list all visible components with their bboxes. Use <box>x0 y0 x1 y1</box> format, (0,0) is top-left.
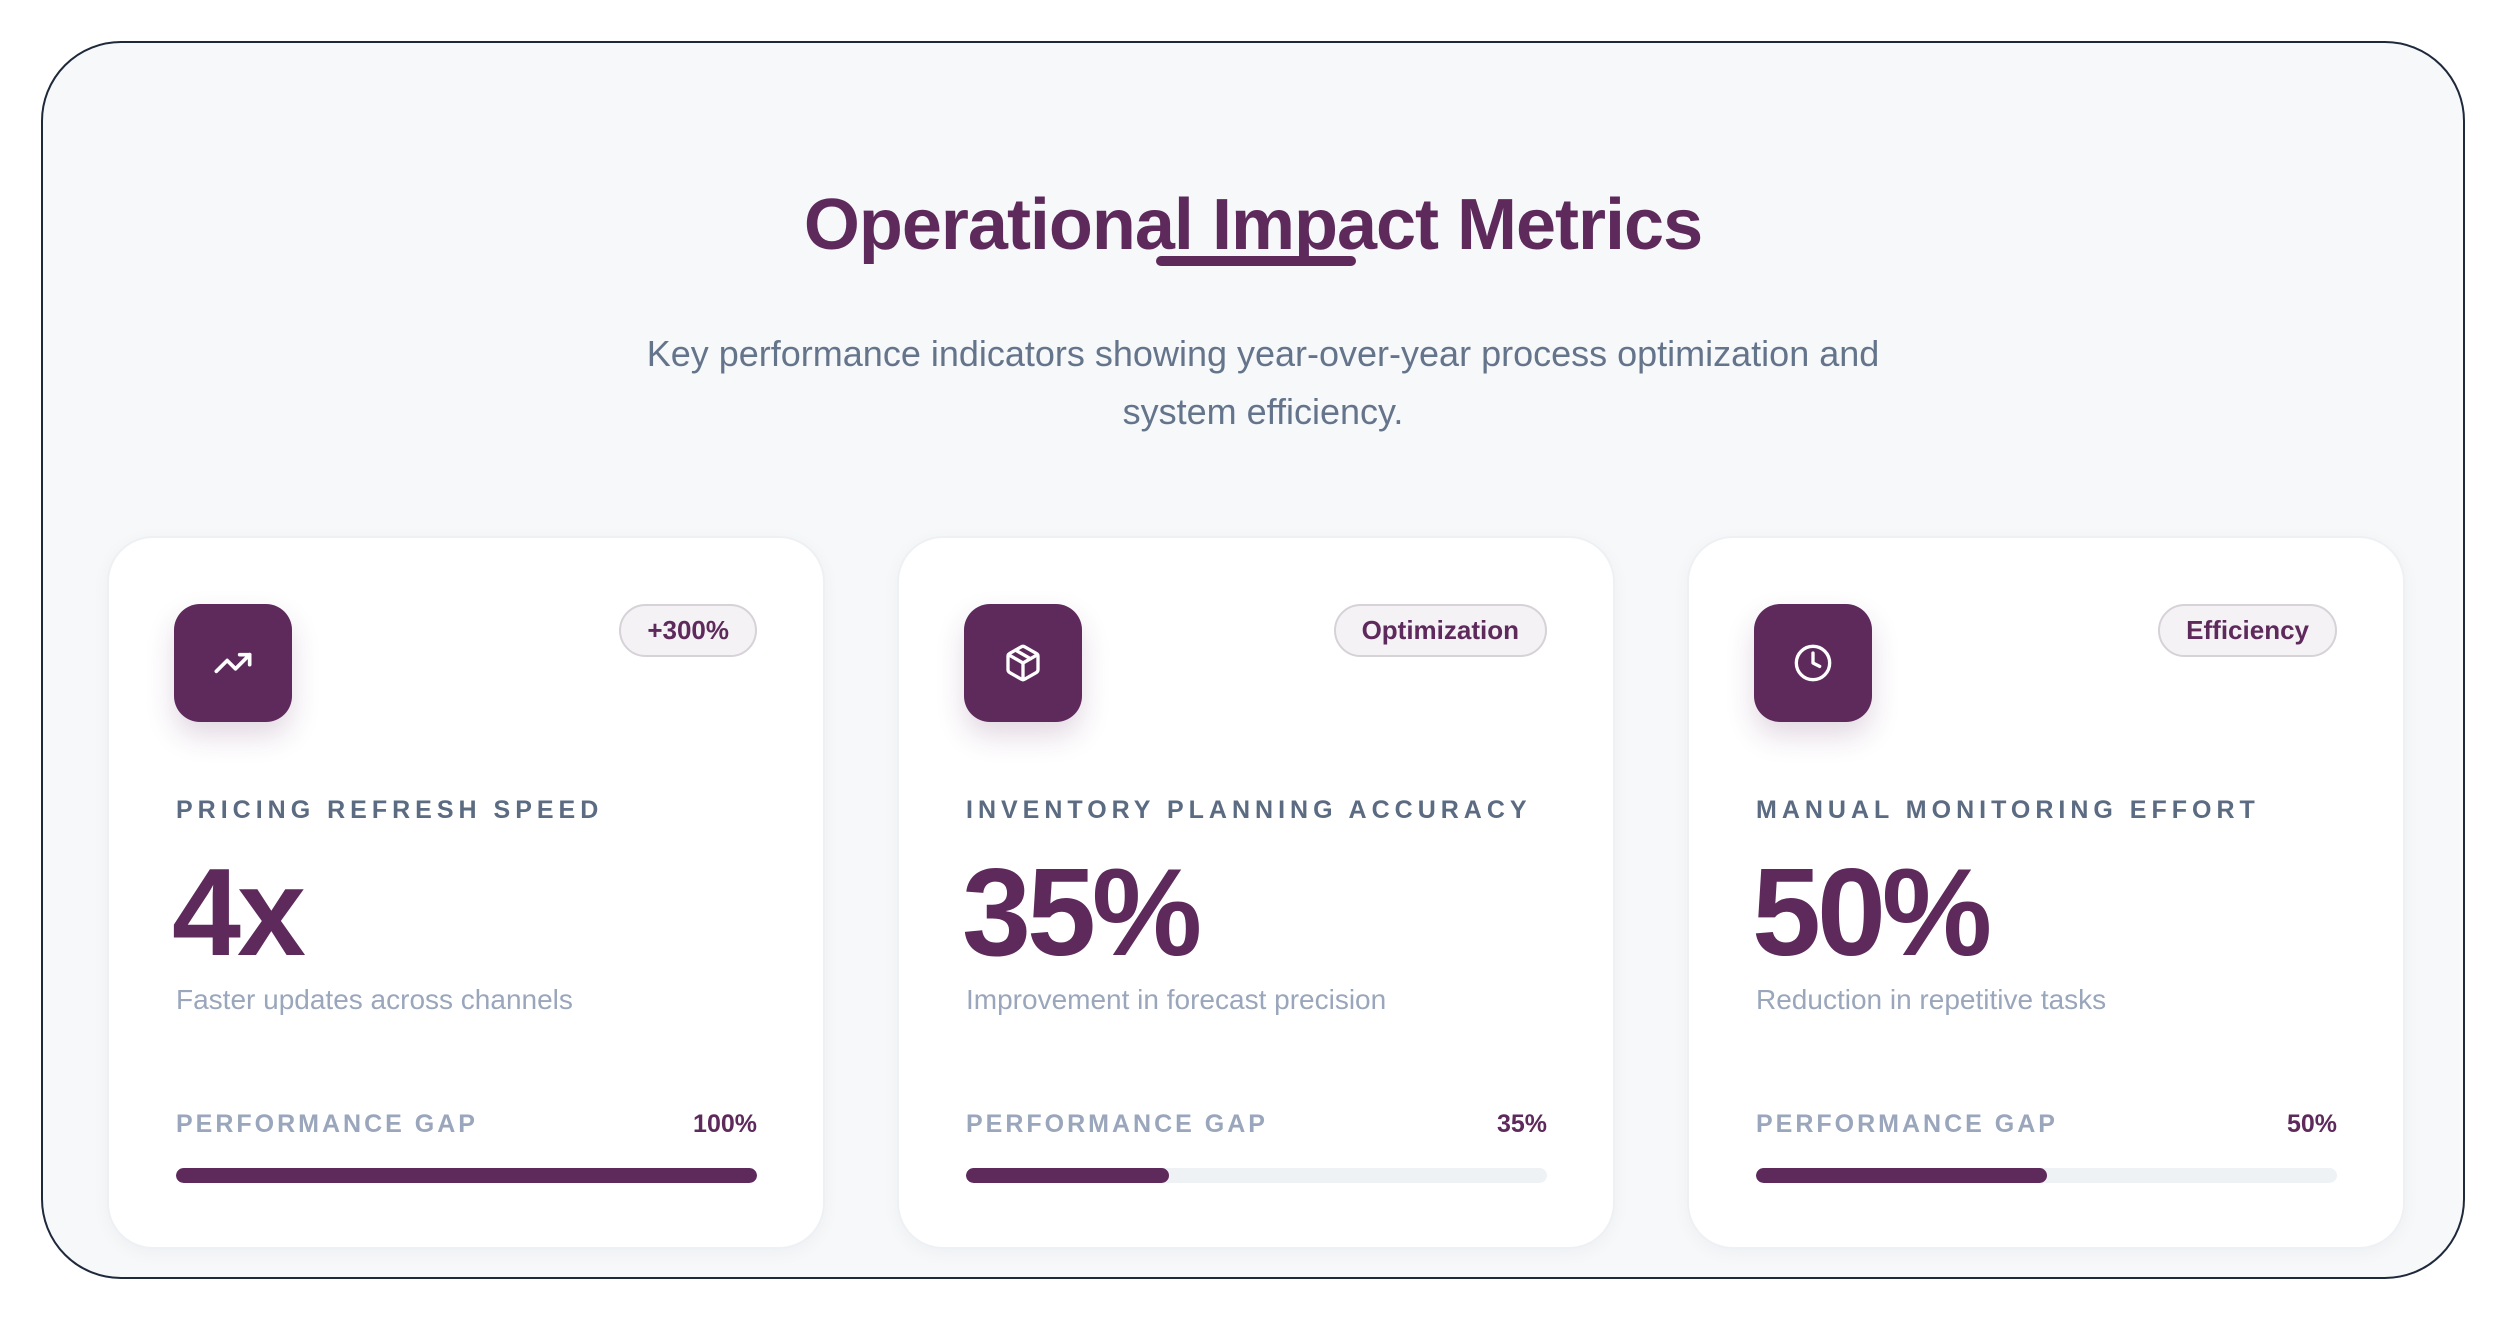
metric-description: Faster updates across channels <box>176 984 573 1015</box>
progress-bar-fill <box>176 1168 757 1183</box>
progress-bar-fill <box>1756 1168 2047 1183</box>
metric-description: Reduction in repetitive tasks <box>1756 984 2107 1015</box>
performance-gap-label: PERFORMANCE GAP <box>1756 1110 2058 1138</box>
metric-value: 50% <box>1752 844 1992 982</box>
metric-label: MANUAL MONITORING EFFORT <box>1756 796 2260 824</box>
metric-description: Improvement in forecast precision <box>966 984 1387 1015</box>
metrics-panel: Operational Impact Metrics Key performan… <box>41 41 2465 1279</box>
title-underline-divider <box>1156 256 1356 266</box>
metric-card-inventory-planning-accuracy: Optimization INVENTORY PLANNING ACCURACY… <box>897 536 1615 1249</box>
metric-value: 4x <box>172 844 306 982</box>
page-subtitle: Key performance indicators showing year-… <box>646 333 1880 432</box>
performance-gap-value: 50% <box>2286 1110 2337 1138</box>
metric-card-manual-monitoring-effort: Efficiency MANUAL MONITORING EFFORT 50% … <box>1687 536 2405 1249</box>
clock-icon <box>1754 604 1872 722</box>
package-icon <box>964 604 1082 722</box>
performance-gap-row: PERFORMANCE GAP 35% <box>966 1110 1547 1139</box>
progress-bar <box>176 1168 757 1183</box>
performance-gap-label: PERFORMANCE GAP <box>966 1110 1268 1138</box>
page-title: Operational Impact Metrics <box>803 185 1703 265</box>
performance-gap-row: PERFORMANCE GAP 50% <box>1756 1110 2337 1139</box>
progress-bar <box>1756 1168 2337 1183</box>
performance-gap-value: 35% <box>1496 1110 1547 1138</box>
metric-value: 35% <box>962 844 1202 982</box>
progress-bar-fill <box>966 1168 1170 1183</box>
trending-up-icon <box>174 604 292 722</box>
metric-badge: Efficiency <box>2158 604 2337 657</box>
metric-label: INVENTORY PLANNING ACCURACY <box>966 796 1532 824</box>
metric-card-pricing-refresh-speed: +300% PRICING REFRESH SPEED 4x Faster up… <box>107 536 825 1249</box>
progress-bar <box>966 1168 1547 1183</box>
metric-label: PRICING REFRESH SPEED <box>176 796 604 824</box>
performance-gap-label: PERFORMANCE GAP <box>176 1110 478 1138</box>
performance-gap-value: 100% <box>693 1110 757 1138</box>
performance-gap-row: PERFORMANCE GAP 100% <box>176 1110 757 1139</box>
metric-badge: +300% <box>619 604 757 657</box>
metric-badge: Optimization <box>1333 604 1547 657</box>
